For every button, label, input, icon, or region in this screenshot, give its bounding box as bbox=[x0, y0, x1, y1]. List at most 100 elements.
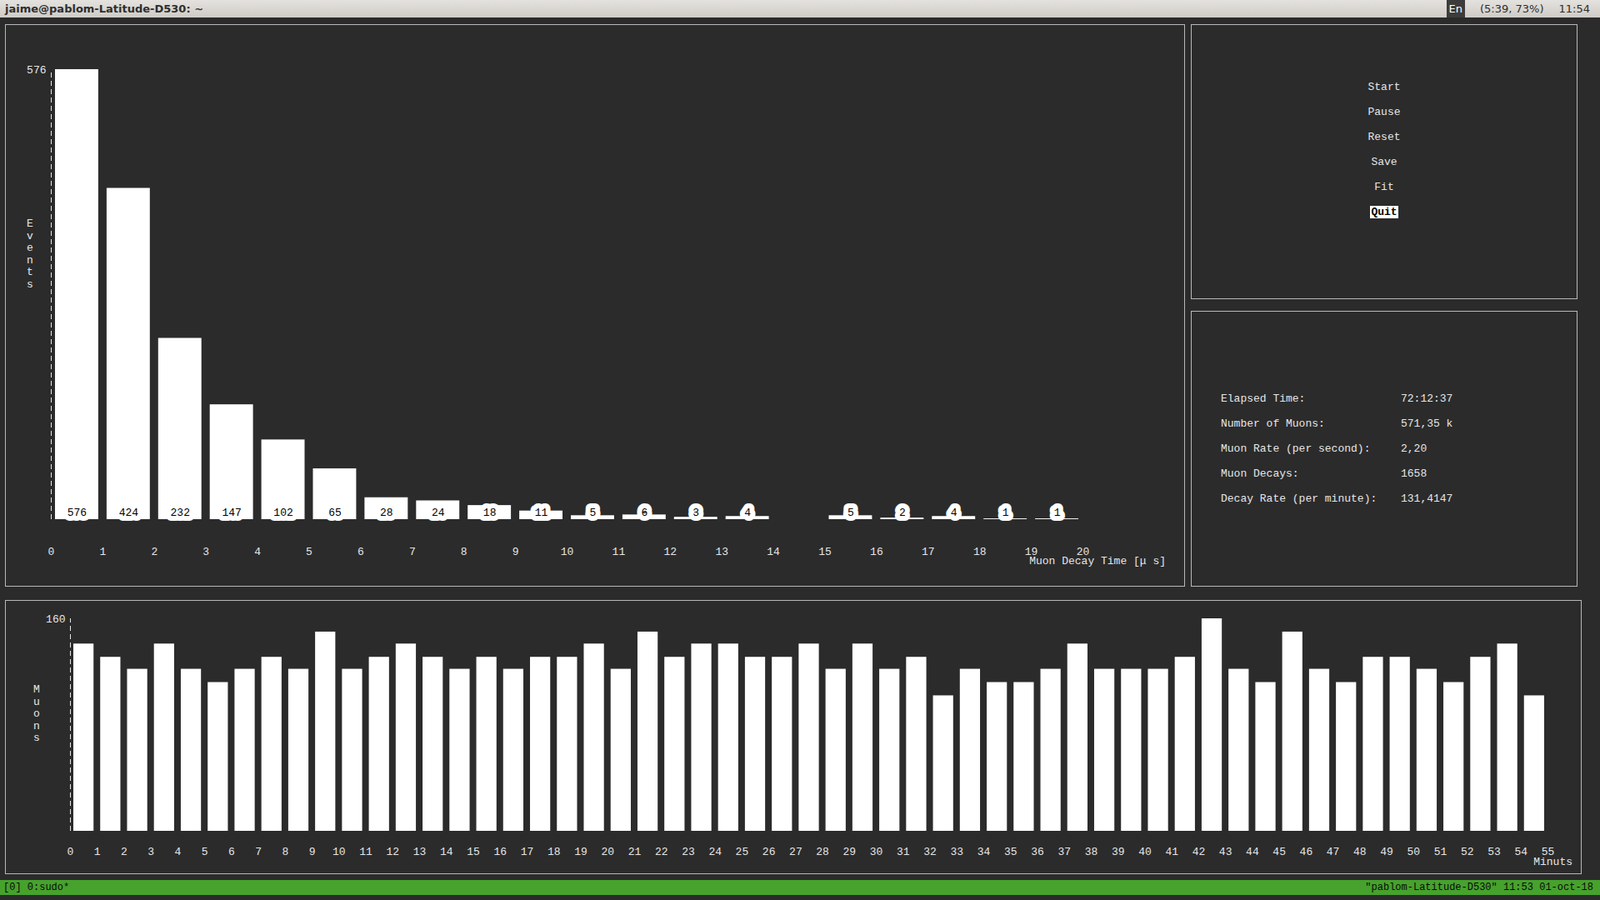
svg-text:47: 47 bbox=[1326, 845, 1340, 859]
svg-text:424: 424 bbox=[119, 506, 140, 520]
svg-text:37: 37 bbox=[1057, 845, 1071, 859]
svg-text:18: 18 bbox=[547, 845, 561, 859]
svg-text:9: 9 bbox=[309, 845, 316, 859]
svg-text:19: 19 bbox=[574, 845, 588, 859]
svg-text:3: 3 bbox=[692, 506, 700, 520]
svg-text:23: 23 bbox=[681, 845, 695, 859]
svg-text:54: 54 bbox=[1514, 845, 1528, 859]
svg-text:102: 102 bbox=[273, 506, 293, 520]
svg-text:28: 28 bbox=[815, 845, 830, 859]
svg-text:6: 6 bbox=[228, 845, 235, 859]
svg-text:3: 3 bbox=[202, 545, 210, 559]
svg-text:16: 16 bbox=[870, 545, 884, 559]
svg-text:24: 24 bbox=[708, 845, 722, 859]
svg-text:30: 30 bbox=[870, 845, 884, 859]
svg-text:39: 39 bbox=[1111, 845, 1125, 859]
svg-text:576: 576 bbox=[26, 64, 46, 77]
svg-text:51: 51 bbox=[1434, 845, 1448, 859]
svg-text:41: 41 bbox=[1165, 845, 1179, 859]
svg-text:11: 11 bbox=[535, 506, 549, 520]
svg-text:34: 34 bbox=[977, 845, 991, 859]
svg-text:15: 15 bbox=[466, 845, 480, 859]
svg-text:2: 2 bbox=[150, 545, 158, 559]
svg-text:3: 3 bbox=[147, 845, 155, 859]
svg-text:32: 32 bbox=[923, 845, 937, 859]
svg-text:46: 46 bbox=[1300, 845, 1314, 859]
svg-text:1: 1 bbox=[1054, 506, 1061, 520]
svg-text:7: 7 bbox=[409, 545, 416, 559]
svg-text:2: 2 bbox=[899, 506, 906, 520]
svg-text:42: 42 bbox=[1192, 845, 1206, 859]
svg-text:1: 1 bbox=[94, 845, 101, 859]
svg-text:22: 22 bbox=[655, 845, 669, 859]
svg-text:2: 2 bbox=[120, 845, 128, 859]
svg-text:11: 11 bbox=[359, 845, 373, 859]
svg-text:24: 24 bbox=[431, 506, 445, 520]
svg-text:52: 52 bbox=[1460, 845, 1475, 859]
svg-text:12: 12 bbox=[663, 545, 677, 559]
svg-text:0: 0 bbox=[48, 545, 55, 559]
svg-text:14: 14 bbox=[766, 545, 780, 559]
svg-text:29: 29 bbox=[843, 845, 857, 859]
html-text:Start: Start bbox=[1367, 80, 1401, 94]
svg-text:21: 21 bbox=[628, 845, 642, 859]
svg-text:0: 0 bbox=[67, 845, 75, 859]
svg-text:20: 20 bbox=[1076, 545, 1090, 559]
svg-text:19: 19 bbox=[1024, 545, 1038, 559]
svg-text:17: 17 bbox=[520, 845, 535, 859]
svg-text:232: 232 bbox=[170, 506, 190, 520]
svg-text:18: 18 bbox=[973, 545, 987, 559]
svg-text:11: 11 bbox=[612, 545, 626, 559]
svg-text:49: 49 bbox=[1380, 845, 1394, 859]
svg-text:1: 1 bbox=[99, 545, 106, 559]
svg-text:35: 35 bbox=[1004, 845, 1018, 859]
svg-text:44: 44 bbox=[1245, 845, 1260, 859]
svg-text:17: 17 bbox=[921, 545, 935, 559]
svg-text:9: 9 bbox=[512, 545, 520, 559]
svg-text:13: 13 bbox=[413, 845, 427, 859]
svg-text:65: 65 bbox=[328, 506, 342, 520]
svg-text:50: 50 bbox=[1407, 845, 1421, 859]
svg-text:26: 26 bbox=[762, 845, 776, 859]
svg-text:6: 6 bbox=[357, 545, 365, 559]
svg-text:4: 4 bbox=[175, 845, 182, 859]
svg-text:8: 8 bbox=[281, 845, 289, 859]
svg-text:147: 147 bbox=[221, 506, 241, 520]
svg-text:10: 10 bbox=[332, 845, 346, 859]
svg-text:33: 33 bbox=[950, 845, 964, 859]
svg-text:40: 40 bbox=[1138, 845, 1152, 859]
svg-text:31: 31 bbox=[896, 845, 910, 859]
svg-text:48: 48 bbox=[1353, 845, 1367, 859]
svg-text:45: 45 bbox=[1272, 845, 1286, 859]
svg-text:5: 5 bbox=[201, 845, 209, 859]
svg-text:8: 8 bbox=[460, 545, 468, 559]
svg-text:4: 4 bbox=[950, 506, 958, 520]
svg-text:5: 5 bbox=[847, 506, 855, 520]
svg-text:20: 20 bbox=[600, 845, 615, 859]
svg-text:13: 13 bbox=[715, 545, 729, 559]
svg-text:4: 4 bbox=[254, 545, 261, 559]
svg-text:10: 10 bbox=[560, 545, 575, 559]
svg-text:7: 7 bbox=[255, 845, 262, 859]
svg-text:14: 14 bbox=[440, 845, 454, 859]
svg-text:4: 4 bbox=[744, 506, 751, 520]
svg-text:38: 38 bbox=[1085, 845, 1099, 859]
svg-text:6: 6 bbox=[640, 506, 648, 520]
svg-text:25: 25 bbox=[735, 845, 750, 859]
html-text:Pause: Pause bbox=[1367, 105, 1401, 119]
svg-text:576: 576 bbox=[67, 506, 87, 520]
svg-text:27: 27 bbox=[789, 845, 803, 859]
svg-text:36: 36 bbox=[1030, 845, 1045, 859]
svg-text:5: 5 bbox=[590, 506, 597, 520]
svg-text:43: 43 bbox=[1219, 845, 1233, 859]
svg-text:16: 16 bbox=[493, 845, 507, 859]
svg-text:1: 1 bbox=[1002, 506, 1010, 520]
svg-text:160: 160 bbox=[45, 613, 65, 626]
svg-text:53: 53 bbox=[1487, 845, 1501, 859]
svg-text:18: 18 bbox=[483, 506, 497, 520]
svg-text:28: 28 bbox=[380, 506, 394, 520]
html-text:Reset: Reset bbox=[1367, 130, 1401, 144]
svg-text:5: 5 bbox=[305, 545, 313, 559]
svg-text:12: 12 bbox=[386, 845, 400, 859]
svg-text:15: 15 bbox=[818, 545, 832, 559]
